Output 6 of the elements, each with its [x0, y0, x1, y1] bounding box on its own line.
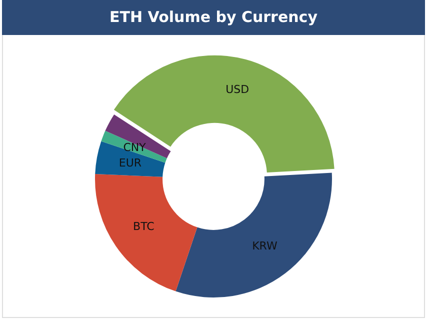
- slice-label: USD: [226, 82, 250, 96]
- slice-label: KRW: [252, 239, 278, 252]
- chart-title: ETH Volume by Currency: [2, 0, 425, 35]
- slice-label: EUR: [118, 156, 142, 170]
- slice-label: CNY: [123, 141, 146, 154]
- slice-label: BTC: [133, 220, 155, 233]
